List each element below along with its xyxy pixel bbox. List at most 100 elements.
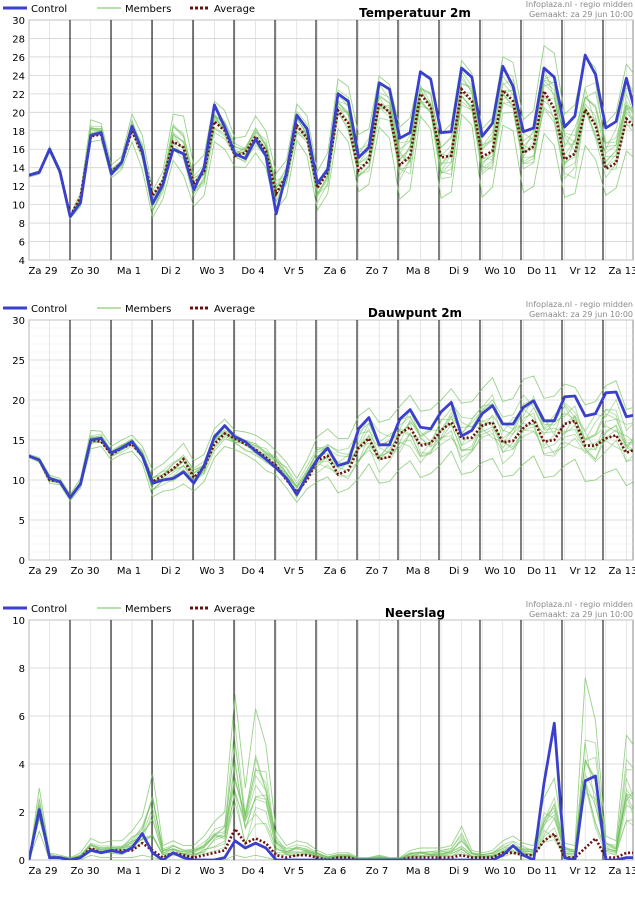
member-line-min (29, 829, 633, 860)
legend-control-label: Control (31, 304, 67, 315)
source-label: Infoplaza.nl - regio midden (526, 600, 633, 609)
chart-title: Temperatuur 2m (359, 6, 471, 20)
member-line-min (29, 445, 633, 504)
x-tick-label: Zo 7 (366, 866, 389, 877)
made-label: Gemaakt: za 29 jun 10:00 (529, 310, 633, 319)
x-tick-label: Wo 10 (484, 866, 515, 877)
temperature-panel: Control Members Average Temperatuur 2m Infop… (0, 0, 635, 300)
plot-content (29, 375, 633, 504)
y-tick-label: 10 (12, 476, 25, 487)
y-tick-label: 10 (12, 616, 25, 627)
chart-title: Dauwpunt 2m (368, 306, 462, 320)
x-tick-label: Za 6 (324, 566, 347, 577)
y-tick-label: 8 (19, 219, 25, 230)
control-line (29, 721, 633, 860)
x-tick-label: Ma 8 (406, 266, 430, 277)
x-tick-label: Zo 30 (71, 866, 100, 877)
member-line (29, 758, 633, 860)
legend: Control Members Average (3, 4, 255, 15)
y-tick-label: 12 (12, 182, 25, 193)
control-line (29, 390, 633, 500)
y-tick-label: 15 (12, 436, 25, 447)
x-tick-label: Di 2 (161, 566, 181, 577)
plot-content (29, 45, 633, 221)
y-tick-label: 6 (19, 712, 25, 723)
x-tick-label: Vr 12 (570, 866, 597, 877)
plot-area (28, 619, 634, 861)
x-tick-label: Za 6 (324, 266, 347, 277)
x-tick-label: Ma 8 (406, 866, 430, 877)
y-tick-label: 20 (12, 396, 25, 407)
y-tick-label: 6 (19, 238, 25, 249)
x-tick-label: Za 13 (609, 866, 635, 877)
x-tick-label: Di 2 (161, 866, 181, 877)
y-tick-label: 0 (19, 556, 25, 567)
x-tick-label: Zo 30 (71, 566, 100, 577)
y-tick-label: 4 (19, 256, 25, 267)
x-tick-label: Do 11 (527, 566, 557, 577)
member-line-max (29, 45, 633, 217)
x-tick-label: Wo 3 (200, 566, 225, 577)
x-tick-label: Di 9 (449, 566, 469, 577)
y-tick-label: 30 (12, 316, 25, 327)
y-tick-label: 4 (19, 760, 25, 771)
x-tick-label: Wo 3 (200, 266, 225, 277)
x-tick-label: Zo 7 (366, 566, 389, 577)
legend-average-label: Average (214, 304, 255, 315)
x-tick-label: Za 6 (324, 866, 347, 877)
legend: Control Members Average (3, 604, 255, 615)
x-tick-label: Ma 1 (117, 566, 141, 577)
average-line (29, 809, 633, 860)
x-tick-label: Di 9 (449, 866, 469, 877)
x-tick-label: Vr 5 (284, 566, 305, 577)
made-label: Gemaakt: za 29 jun 10:00 (529, 610, 633, 619)
x-tick-label: Ma 1 (117, 266, 141, 277)
y-tick-label: 14 (12, 164, 25, 175)
x-tick-label: Vr 5 (284, 266, 305, 277)
member-line-max (29, 375, 633, 496)
x-tick-label: Za 29 (29, 866, 58, 877)
x-tick-label: Zo 7 (366, 266, 389, 277)
legend-control-label: Control (31, 4, 67, 15)
y-tick-label: 28 (12, 34, 25, 45)
chart-title: Neerslag (385, 606, 445, 620)
x-tick-label: Za 29 (29, 566, 58, 577)
y-tick-label: 25 (12, 356, 25, 367)
x-tick-label: Zo 30 (71, 266, 100, 277)
precipitation-chart: Control Members Average Neerslag Infoplaza.n… (3, 600, 635, 877)
y-tick-label: 26 (12, 53, 25, 64)
x-tick-label: Ma 8 (406, 566, 430, 577)
legend-average-label: Average (214, 4, 255, 15)
member-line-min (29, 113, 633, 220)
member-line (29, 724, 633, 860)
x-tick-label: Za 13 (609, 566, 635, 577)
y-tick-label: 22 (12, 90, 25, 101)
x-tick-label: Vr 12 (570, 266, 597, 277)
y-tick-label: 2 (19, 808, 25, 819)
x-tick-label: Do 11 (527, 266, 557, 277)
x-tick-label: Do 4 (241, 566, 264, 577)
y-tick-label: 20 (12, 108, 25, 119)
legend-members-label: Members (125, 604, 171, 615)
y-tick-label: 10 (12, 201, 25, 212)
x-tick-label: Za 29 (29, 266, 58, 277)
x-tick-label: Di 9 (449, 266, 469, 277)
made-label: Gemaakt: za 29 jun 10:00 (529, 10, 633, 19)
member-line (29, 394, 633, 498)
x-tick-label: Vr 12 (570, 566, 597, 577)
x-tick-label: Di 2 (161, 266, 181, 277)
legend-members-label: Members (125, 304, 171, 315)
x-tick-label: Wo 10 (484, 266, 515, 277)
y-tick-label: 5 (19, 516, 25, 527)
source-label: Infoplaza.nl - regio midden (526, 300, 633, 309)
dewpoint-chart: Control Members Average Dauwpunt 2m Infoplaz… (3, 300, 635, 577)
member-line-max (29, 677, 633, 860)
grid (28, 619, 634, 861)
temperature-chart: Control Members Average Temperatuur 2m Infop… (3, 0, 635, 277)
x-tick-label: Wo 10 (484, 566, 515, 577)
dewpoint-panel: Control Members Average Dauwpunt 2m Infoplaz… (0, 300, 635, 600)
x-tick-label: Za 13 (609, 266, 635, 277)
legend-members-label: Members (125, 4, 171, 15)
y-tick-label: 8 (19, 664, 25, 675)
y-tick-label: 24 (12, 71, 25, 82)
